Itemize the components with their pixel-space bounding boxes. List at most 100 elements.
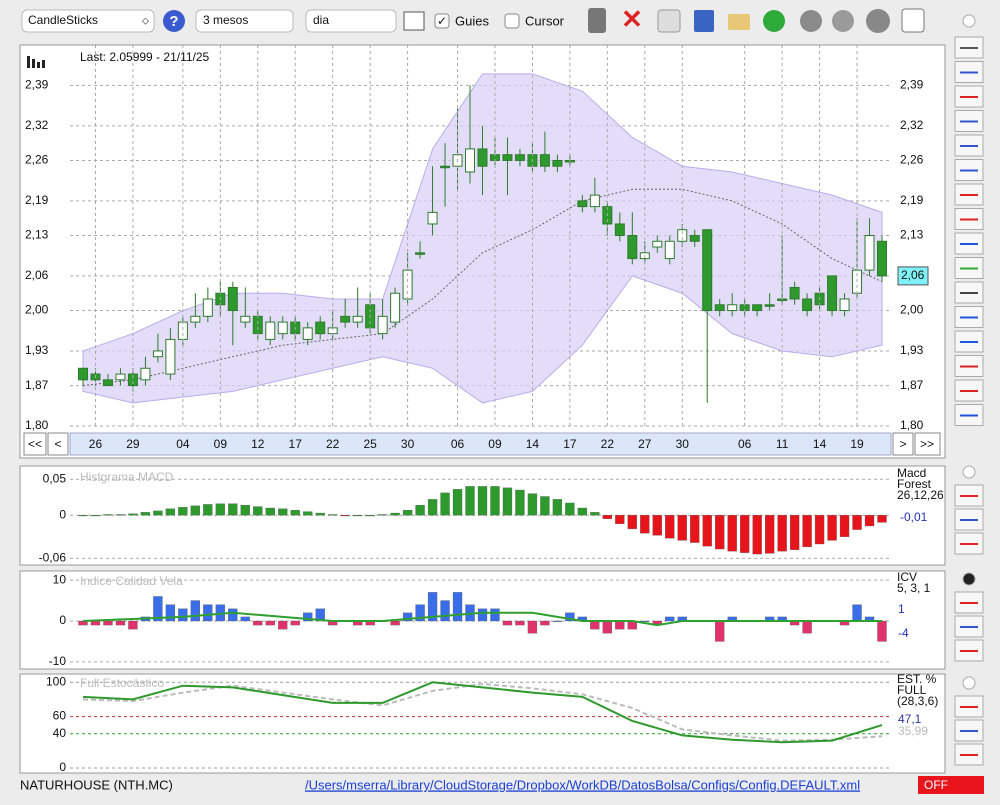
- bar: [278, 620, 288, 630]
- refresh-icon[interactable]: [763, 10, 785, 32]
- bar: [427, 499, 438, 516]
- bar: [752, 515, 762, 555]
- bar: [203, 604, 213, 622]
- bar: [440, 492, 450, 516]
- legend-text: 5, 3, 1: [897, 581, 931, 595]
- print-icon[interactable]: [657, 9, 681, 33]
- x-tick-label: 14: [813, 437, 827, 451]
- current-value: 47,1: [898, 712, 922, 726]
- legend-text: FULL: [897, 683, 927, 697]
- bar: [315, 512, 325, 516]
- y-tick-label: 2,39: [900, 78, 924, 92]
- candle-body: [802, 298, 813, 312]
- mode-indicator[interactable]: [918, 776, 984, 794]
- nav-button[interactable]: [47, 432, 69, 456]
- y-tick-label: 2,19: [25, 193, 49, 207]
- candle-body: [440, 165, 451, 169]
- y-tick-label: 2,13: [25, 228, 49, 242]
- x-tick-label: 14: [526, 437, 540, 451]
- y-tick-label: 0: [59, 507, 66, 521]
- open-icon[interactable]: [728, 14, 750, 30]
- nav-button[interactable]: [892, 432, 914, 456]
- candle-body: [877, 240, 887, 277]
- update-icon[interactable]: [800, 10, 822, 32]
- bar: [240, 504, 250, 516]
- config-path[interactable]: /Users/mserra/Library/CloudStorage/Dropb…: [305, 777, 860, 792]
- chart-icon[interactable]: [403, 11, 425, 31]
- bar: [153, 510, 163, 516]
- bar: [253, 620, 263, 626]
- candle-body: [202, 298, 213, 317]
- trash-icon[interactable]: [588, 8, 606, 33]
- select-text: dia: [313, 13, 329, 27]
- save-icon[interactable]: [694, 10, 714, 32]
- y-tick-label: 2,39: [25, 78, 49, 92]
- calendar-icon[interactable]: [901, 8, 925, 33]
- current-value: -0,01: [900, 510, 928, 524]
- settings-icon[interactable]: [866, 9, 890, 33]
- select-chart-type[interactable]: [21, 9, 155, 33]
- candle-body: [764, 304, 775, 307]
- help-button[interactable]: [163, 10, 185, 32]
- x-tick-label: 09: [214, 437, 228, 451]
- candle-body: [190, 315, 201, 323]
- bar: [253, 506, 263, 516]
- bar: [864, 515, 875, 527]
- candle-body: [702, 229, 713, 312]
- legend-text: EST. %: [897, 672, 937, 686]
- bar: [690, 515, 700, 543]
- candle-body: [165, 338, 176, 375]
- bar: [140, 512, 151, 516]
- y-tick-label: 40: [53, 726, 67, 740]
- moving-average: [82, 188, 883, 387]
- checkbox-guides[interactable]: [434, 13, 450, 29]
- bar: [452, 592, 463, 622]
- y-tick-label: 2,26: [900, 153, 924, 167]
- candle-body: [627, 235, 638, 260]
- bar: [877, 620, 887, 642]
- nav-label: >>: [920, 437, 934, 451]
- bar: [303, 612, 313, 622]
- y-tick-label: 1,87: [900, 378, 924, 392]
- x-tick-label: 12: [251, 437, 265, 451]
- bar: [540, 620, 550, 626]
- bar: [402, 612, 413, 622]
- y-tick-label: 100: [46, 674, 66, 688]
- stoch-panel: [19, 673, 946, 774]
- candle-body: [714, 304, 725, 312]
- bar: [128, 513, 138, 516]
- delete-icon[interactable]: ✕: [621, 4, 643, 34]
- current-value: -4: [898, 626, 909, 640]
- bar: [615, 620, 625, 630]
- bar: [590, 620, 600, 630]
- radio[interactable]: [962, 572, 976, 586]
- bar: [178, 608, 188, 622]
- select-interval[interactable]: [305, 9, 397, 33]
- bar: [477, 486, 488, 516]
- bar: [502, 487, 513, 516]
- y-tick-label: 2,00: [25, 303, 49, 317]
- candle-body: [789, 286, 800, 300]
- x-tick-label: 27: [638, 437, 652, 451]
- y-tick-label: 2,32: [25, 118, 49, 132]
- select-period[interactable]: [195, 9, 294, 33]
- y-tick-label: 2,26: [25, 153, 49, 167]
- checkbox-cursor[interactable]: [504, 13, 520, 29]
- radio[interactable]: [962, 465, 976, 479]
- bar: [402, 510, 413, 516]
- nav-button[interactable]: [914, 432, 941, 456]
- candle-body: [152, 350, 163, 358]
- currency-icon[interactable]: [832, 10, 854, 32]
- candle-body: [552, 159, 563, 167]
- bar: [290, 620, 300, 626]
- bar: [103, 620, 113, 626]
- radio[interactable]: [962, 14, 976, 28]
- y-tick-label: 2,19: [900, 193, 924, 207]
- radio[interactable]: [962, 676, 976, 690]
- candle-body: [390, 292, 401, 323]
- bar: [640, 515, 650, 534]
- y-tick-label: 1,80: [25, 418, 49, 432]
- y-tick-label: 2,32: [900, 118, 924, 132]
- bar: [515, 620, 525, 626]
- nav-button[interactable]: [23, 432, 47, 456]
